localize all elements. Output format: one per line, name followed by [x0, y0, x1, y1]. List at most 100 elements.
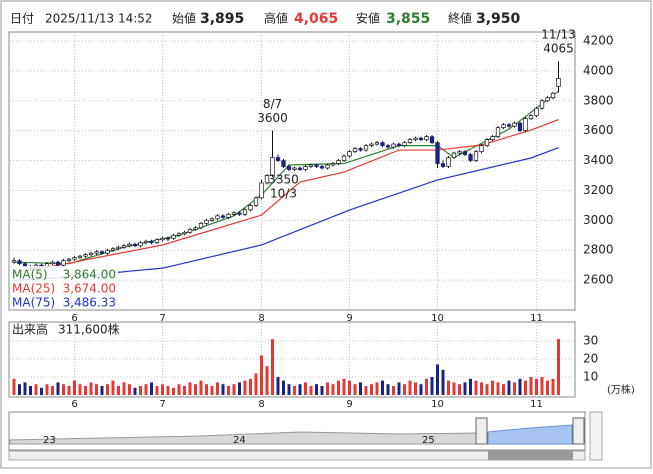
volume-bar — [106, 384, 109, 395]
candle-body — [187, 228, 193, 233]
volume-bar — [265, 366, 269, 395]
scrollbar-thumb[interactable] — [488, 451, 573, 460]
volume-bar — [188, 382, 192, 395]
volume-bar — [205, 384, 208, 395]
volume-bar — [128, 384, 131, 395]
volume-bar — [276, 377, 280, 395]
y-tick-label: 2800 — [583, 243, 614, 257]
candle-body — [512, 122, 517, 127]
volume-bar — [199, 380, 203, 395]
candle-body — [132, 243, 138, 247]
candle-body — [248, 205, 253, 211]
candle-body — [143, 240, 149, 244]
high-label: 高値 — [264, 11, 288, 26]
volume-bar — [474, 380, 478, 395]
candle-body — [446, 157, 451, 167]
x-tick-label: 9 — [346, 399, 352, 410]
volume-bar — [73, 380, 76, 395]
candle-body — [424, 136, 429, 140]
candle-body — [539, 100, 545, 109]
legend-box — [10, 266, 118, 309]
volume-bar — [353, 384, 357, 395]
volume-bar — [315, 384, 318, 395]
candle-body — [325, 164, 330, 169]
annotation-date: 11/13 — [541, 28, 576, 42]
volume-bar — [359, 382, 362, 395]
volume-bar — [348, 380, 351, 395]
candle-body — [347, 151, 352, 157]
candle-body — [259, 182, 264, 199]
candle-body — [231, 212, 237, 215]
scroll-button[interactable] — [589, 411, 603, 461]
volume-bar — [381, 380, 384, 395]
volume-bar — [100, 386, 104, 395]
volume-bar — [491, 380, 494, 395]
volume-bar — [414, 382, 417, 395]
candle-body — [314, 164, 319, 167]
x-tick-label: 6 — [71, 313, 77, 324]
candle-body — [193, 227, 198, 230]
volume-bar — [436, 364, 439, 395]
x-tick-label: 10 — [431, 313, 444, 324]
candle-body — [545, 97, 550, 102]
candle-body — [341, 155, 347, 161]
volume-bar — [507, 380, 511, 395]
y-tick-label: 3200 — [583, 183, 614, 197]
volume-bar — [18, 384, 21, 395]
volume-bar — [117, 386, 120, 395]
close-value: 3,950 — [476, 11, 521, 27]
candle-body — [303, 166, 308, 170]
candle-body — [534, 107, 539, 117]
navigator-handle-right[interactable] — [572, 417, 585, 445]
candle-body — [451, 152, 457, 158]
volume-bar — [326, 382, 329, 395]
volume-bar — [45, 384, 49, 395]
navigator-label: 24 — [233, 435, 246, 446]
volume-bar — [89, 382, 93, 395]
volume-bar — [210, 386, 214, 395]
volume-bar — [23, 382, 27, 395]
candle-body — [418, 137, 424, 140]
volume-bar — [139, 386, 142, 395]
volume-title: 出来高 — [12, 322, 48, 337]
volume-bar — [540, 377, 544, 395]
candle-body — [319, 166, 325, 169]
volume-bar — [111, 380, 115, 395]
volume-bar — [513, 382, 516, 395]
candle-body — [105, 249, 110, 254]
candle-body — [396, 143, 402, 146]
volume-bar — [408, 380, 412, 395]
candle-body — [495, 127, 501, 137]
volume-bar — [177, 384, 181, 395]
volume-bar — [56, 382, 60, 395]
candle-body — [501, 124, 506, 129]
open-label: 始値 — [172, 11, 196, 26]
candle-body — [281, 160, 286, 167]
volume-bar — [546, 380, 549, 395]
volume-bar — [502, 384, 505, 395]
volume-bar — [194, 384, 197, 395]
volume-bar — [293, 386, 296, 395]
candle-body — [77, 255, 83, 259]
scrollbar[interactable] — [8, 450, 586, 461]
x-tick-label: 9 — [346, 313, 352, 324]
y-tick-label: 4000 — [583, 63, 614, 77]
volume-bar — [227, 386, 230, 395]
low-label: 安値 — [356, 11, 380, 26]
candle-body — [358, 148, 363, 151]
candle-body — [66, 258, 72, 262]
volume-bar — [282, 380, 285, 395]
volume-bar — [386, 384, 390, 395]
volume-bar — [419, 384, 423, 395]
navigator-handle-left[interactable] — [475, 417, 488, 445]
candle-body — [308, 164, 314, 167]
candle-body — [171, 234, 176, 239]
candle-body — [479, 145, 484, 152]
candle-body — [523, 118, 528, 131]
volume-bar — [155, 386, 159, 395]
volume-bar — [452, 382, 456, 395]
high-value: 4,065 — [294, 11, 338, 27]
volume-bar — [320, 386, 324, 395]
x-tick-label: 7 — [159, 399, 165, 410]
volume-bar — [150, 382, 153, 395]
